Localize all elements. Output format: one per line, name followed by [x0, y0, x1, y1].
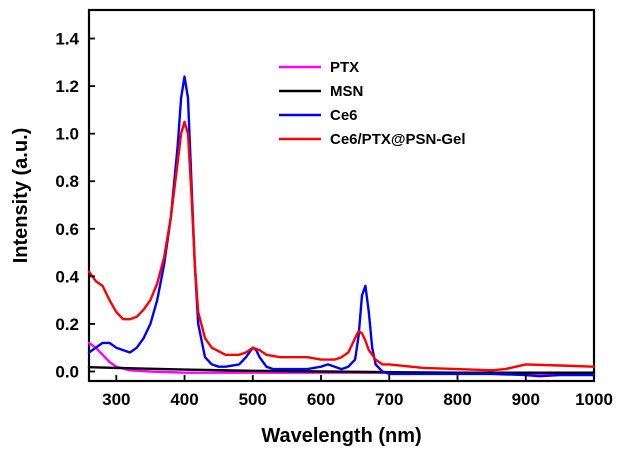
x-axis-title: Wavelength (nm)	[261, 425, 421, 447]
y-axis-title: Intensity (a.u.)	[10, 128, 32, 264]
series-layer	[87, 75, 596, 378]
x-tick-label: 1000	[575, 390, 613, 409]
series-line-3	[87, 120, 596, 372]
legend-label: PTX	[330, 59, 359, 76]
y-tick-label: 0.6	[55, 220, 79, 239]
series-line-1	[87, 366, 596, 374]
plot-border	[87, 8, 596, 383]
legend-label: Ce6/PTX@PSN-Gel	[330, 131, 466, 148]
y-tick-label: 0.0	[55, 362, 79, 381]
legend-label: MSN	[330, 83, 363, 100]
x-tick-label: 400	[170, 390, 198, 409]
legend: PTX MSN Ce6 Ce6/PTX@PSN-Gel	[279, 59, 466, 148]
x-tick-label: 300	[102, 390, 130, 409]
y-tick-label: 1.2	[55, 77, 79, 96]
x-tick-label: 600	[307, 390, 335, 409]
x-tick-label: 900	[512, 390, 540, 409]
x-tick-label: 800	[443, 390, 471, 409]
ticks-layer: 300 400 500 600 700 800 900 1000 0.0 0.2 0.4 0.6 0.8…	[55, 30, 613, 409]
y-tick-label: 0.4	[55, 267, 79, 286]
y-tick-label: 0.8	[55, 172, 79, 191]
x-tick-label: 500	[239, 390, 267, 409]
x-tick-label: 700	[375, 390, 403, 409]
plot-frame	[87, 8, 596, 383]
y-tick-label: 1.4	[55, 30, 79, 49]
y-tick-label: 0.2	[55, 315, 79, 334]
y-tick-label: 1.0	[55, 125, 79, 144]
legend-label: Ce6	[330, 107, 358, 124]
